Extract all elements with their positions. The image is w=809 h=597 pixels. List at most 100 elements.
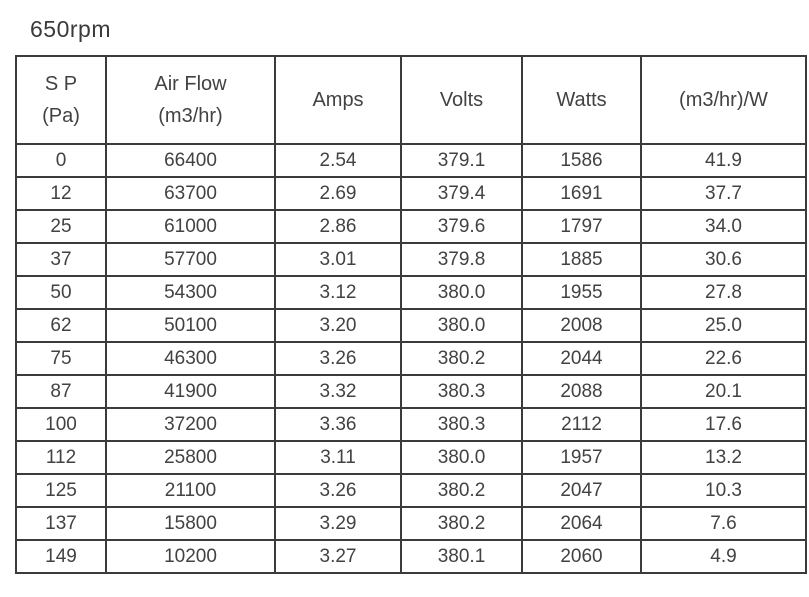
table-cell: 2.86 <box>274 209 402 244</box>
table-cell: 1885 <box>521 242 642 277</box>
table-cell: 379.4 <box>400 176 523 211</box>
table-header: S P (Pa) Air Flow (m3/hr) Amps <box>15 55 807 145</box>
column-header-line: (m3/hr)/W <box>679 89 768 111</box>
table-cell: 4.9 <box>640 539 807 574</box>
table-cell: 1586 <box>521 143 642 178</box>
table-cell: 380.0 <box>400 440 523 475</box>
table-cell: 1955 <box>521 275 642 310</box>
table-cell: 50 <box>15 275 107 310</box>
table-cell: 380.2 <box>400 341 523 376</box>
table-cell: 3.27 <box>274 539 402 574</box>
header-row: S P (Pa) Air Flow (m3/hr) Amps <box>15 55 807 145</box>
table-cell: 61000 <box>105 209 276 244</box>
table-cell: 2008 <box>521 308 642 343</box>
table-cell: 10.3 <box>640 473 807 508</box>
table-cell: 15800 <box>105 506 276 541</box>
table-row: 137 15800 3.29 380.2 2064 7.6 <box>15 506 807 541</box>
table-cell: 25800 <box>105 440 276 475</box>
table-cell: 62 <box>15 308 107 343</box>
table-cell: 3.36 <box>274 407 402 442</box>
table-cell: 57700 <box>105 242 276 277</box>
table-cell: 1691 <box>521 176 642 211</box>
table-cell: 46300 <box>105 341 276 376</box>
table-cell: 12 <box>15 176 107 211</box>
table-title: 650rpm <box>30 16 111 42</box>
table-cell: 380.3 <box>400 407 523 442</box>
table-row: 149 10200 3.27 380.1 2060 4.9 <box>15 539 807 574</box>
column-header-static-pressure: S P (Pa) <box>15 55 107 145</box>
table-cell: 3.01 <box>274 242 402 277</box>
table-cell: 3.26 <box>274 473 402 508</box>
table-cell: 30.6 <box>640 242 807 277</box>
table-cell: 380.1 <box>400 539 523 574</box>
table-cell: 3.20 <box>274 308 402 343</box>
table-cell: 27.8 <box>640 275 807 310</box>
table-cell: 379.8 <box>400 242 523 277</box>
table-cell: 54300 <box>105 275 276 310</box>
column-header-watts: Watts <box>521 55 642 145</box>
table-cell: 100 <box>15 407 107 442</box>
table-cell: 112 <box>15 440 107 475</box>
table-cell: 50100 <box>105 308 276 343</box>
table-cell: 75 <box>15 341 107 376</box>
table-cell: 34.0 <box>640 209 807 244</box>
table-row: 87 41900 3.32 380.3 2088 20.1 <box>15 374 807 409</box>
column-header-line: (m3/hr) <box>158 105 223 127</box>
table-cell: 0 <box>15 143 107 178</box>
table-cell: 17.6 <box>640 407 807 442</box>
table-cell: 380.2 <box>400 473 523 508</box>
table-cell: 37200 <box>105 407 276 442</box>
column-header-line: Watts <box>556 89 607 111</box>
table-cell: 3.26 <box>274 341 402 376</box>
table-cell: 21100 <box>105 473 276 508</box>
column-header-air-flow: Air Flow (m3/hr) <box>105 55 276 145</box>
table-cell: 2112 <box>521 407 642 442</box>
table-row: 12 63700 2.69 379.4 1691 37.7 <box>15 176 807 211</box>
table-cell: 379.1 <box>400 143 523 178</box>
table-cell: 3.11 <box>274 440 402 475</box>
table-cell: 2.54 <box>274 143 402 178</box>
table-cell: 13.2 <box>640 440 807 475</box>
table-cell: 380.0 <box>400 308 523 343</box>
table-cell: 2.69 <box>274 176 402 211</box>
table-cell: 41900 <box>105 374 276 409</box>
table-cell: 1957 <box>521 440 642 475</box>
table-cell: 3.12 <box>274 275 402 310</box>
table-cell: 2064 <box>521 506 642 541</box>
table-row: 100 37200 3.36 380.3 2112 17.6 <box>15 407 807 442</box>
table-cell: 1797 <box>521 209 642 244</box>
table-row: 112 25800 3.11 380.0 1957 13.2 <box>15 440 807 475</box>
column-header-line: S P <box>44 73 78 95</box>
table-cell: 66400 <box>105 143 276 178</box>
table-cell: 10200 <box>105 539 276 574</box>
table-row: 0 66400 2.54 379.1 1586 41.9 <box>15 143 807 178</box>
table-cell: 87 <box>15 374 107 409</box>
column-header-line: Amps <box>312 89 364 111</box>
column-header-line: Air Flow <box>154 73 227 95</box>
fan-performance-table: S P (Pa) Air Flow (m3/hr) Amps <box>15 55 807 574</box>
table-cell: 25 <box>15 209 107 244</box>
column-header-amps: Amps <box>274 55 402 145</box>
table-cell: 2088 <box>521 374 642 409</box>
table-cell: 380.3 <box>400 374 523 409</box>
table-body: 0 66400 2.54 379.1 1586 41.9 12 63700 2.69 379.4 1… <box>15 143 807 574</box>
table-cell: 37 <box>15 242 107 277</box>
table-cell: 25.0 <box>640 308 807 343</box>
table-cell: 125 <box>15 473 107 508</box>
table-cell: 149 <box>15 539 107 574</box>
table-row: 50 54300 3.12 380.0 1955 27.8 <box>15 275 807 310</box>
table-row: 25 61000 2.86 379.6 1797 34.0 <box>15 209 807 244</box>
table-row: 75 46300 3.26 380.2 2044 22.6 <box>15 341 807 376</box>
table-row: 62 50100 3.20 380.0 2008 25.0 <box>15 308 807 343</box>
table-cell: 379.6 <box>400 209 523 244</box>
table-cell: 2060 <box>521 539 642 574</box>
table-cell: 20.1 <box>640 374 807 409</box>
column-header-line: (Pa) <box>42 105 80 127</box>
table-cell: 41.9 <box>640 143 807 178</box>
table-cell: 3.32 <box>274 374 402 409</box>
table-cell: 380.2 <box>400 506 523 541</box>
table-cell: 380.0 <box>400 275 523 310</box>
column-header-volts: Volts <box>400 55 523 145</box>
column-header-line: Volts <box>439 89 484 111</box>
